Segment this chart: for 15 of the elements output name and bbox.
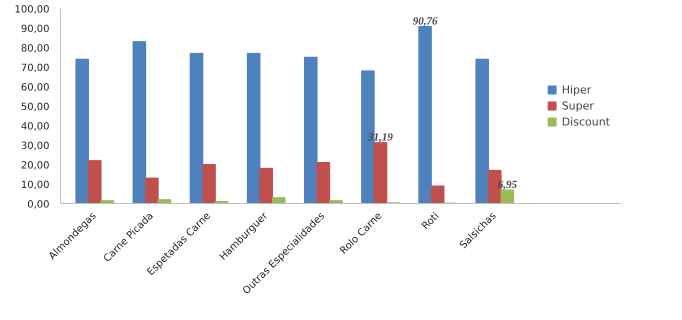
y-tick-label: 100,00 xyxy=(14,4,50,16)
y-tick-label: 80,00 xyxy=(20,44,50,54)
legend-label: Discount xyxy=(562,115,610,128)
legend-label: Hiper xyxy=(562,83,592,96)
y-tick-label: 70,00 xyxy=(20,63,50,74)
y-tick-label: 90,00 xyxy=(20,24,50,35)
y-tick-label: 60,00 xyxy=(20,82,50,94)
y-tick-label: 30,00 xyxy=(20,141,50,152)
y-tick-label: 50,00 xyxy=(20,102,50,113)
y-tick-label: 40,00 xyxy=(20,122,50,132)
data-label: 90,76 xyxy=(412,16,438,28)
y-tick-label: 0,00 xyxy=(27,200,50,210)
legend-label: Super xyxy=(562,99,594,112)
y-tick-label: 20,00 xyxy=(20,160,50,172)
y-tick-label: 10,00 xyxy=(20,180,50,191)
